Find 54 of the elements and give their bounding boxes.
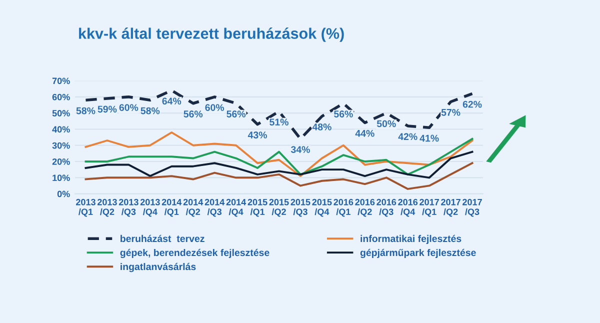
x-tick-label: 2015 /Q1 — [248, 198, 268, 217]
x-tick-label: 2013 /Q4 — [140, 198, 160, 217]
data-label: 60% — [119, 104, 138, 111]
x-tick-label: 2016 /Q4 — [398, 198, 418, 217]
x-tick-label: 2015 /Q4 — [312, 198, 332, 217]
data-label: 57% — [441, 108, 460, 116]
x-tick-label: 2014 /Q3 — [204, 198, 225, 217]
x-tick-label: 2017 /Q1 — [420, 198, 439, 217]
y-tick-label: 30% — [52, 142, 70, 149]
x-tick-label: 2015 /Q2 — [269, 198, 289, 217]
x-tick-label: 2013 /Q1 — [76, 198, 96, 217]
x-tick-label: 2014 /Q2 — [183, 198, 204, 217]
x-tick-label: 2017 /Q3 — [462, 198, 482, 217]
x-tick-label: 2016 /Q1 — [334, 198, 354, 217]
y-tick-label: 0% — [57, 190, 70, 198]
x-tick-label: 2015 /Q3 — [290, 198, 310, 217]
data-label: 56% — [334, 110, 353, 118]
x-tick-label: 2016 /Q2 — [355, 198, 375, 217]
legend-label: ingatlanvásárlás — [120, 262, 196, 272]
y-tick-label: 70% — [52, 78, 70, 84]
x-tick-label: 2017 /Q2 — [441, 198, 460, 217]
data-label: 64% — [162, 98, 182, 105]
x-tick-label: 2016 /Q3 — [376, 198, 396, 217]
x-tick-label: 2014 /Q1 — [162, 198, 182, 217]
y-tick-label: 50% — [52, 110, 70, 116]
data-label: 42% — [398, 133, 418, 140]
data-label: 41% — [420, 134, 439, 142]
data-label: 62% — [462, 100, 482, 108]
data-label: 50% — [376, 120, 396, 128]
data-label: 43% — [248, 132, 267, 138]
line-series — [84, 131, 474, 178]
y-tick-label: 60% — [52, 94, 70, 100]
line-series — [84, 162, 474, 190]
data-label: 48% — [312, 123, 332, 130]
x-tick-label: 2014 /Q4 — [226, 198, 246, 217]
data-label: 60% — [205, 104, 224, 111]
legend-label: gépjárműpark fejlesztése — [360, 248, 476, 258]
legend-label: informatikai fejlesztés — [360, 234, 462, 244]
y-tick-label: 40% — [52, 126, 70, 133]
data-label: 44% — [355, 130, 374, 137]
legend-label: beruházást tervez — [120, 234, 204, 242]
data-label: 56% — [226, 110, 246, 118]
data-label: 58% — [76, 107, 96, 114]
y-tick-label: 20% — [52, 158, 70, 165]
data-label: 58% — [140, 107, 160, 114]
data-label: 51% — [270, 118, 288, 126]
chart-title: kkv-k által tervezett beruházások (%) — [79, 28, 344, 42]
data-label: 59% — [98, 106, 117, 113]
x-tick-label: 2013 /Q2 — [97, 198, 117, 217]
data-label: 34% — [290, 146, 310, 153]
x-tick-label: 2013 /Q3 — [118, 198, 138, 217]
data-label: 56% — [184, 110, 203, 118]
y-tick-label: 10% — [52, 174, 70, 182]
legend-label: gépek, berendezések fejlesztése — [120, 248, 270, 258]
